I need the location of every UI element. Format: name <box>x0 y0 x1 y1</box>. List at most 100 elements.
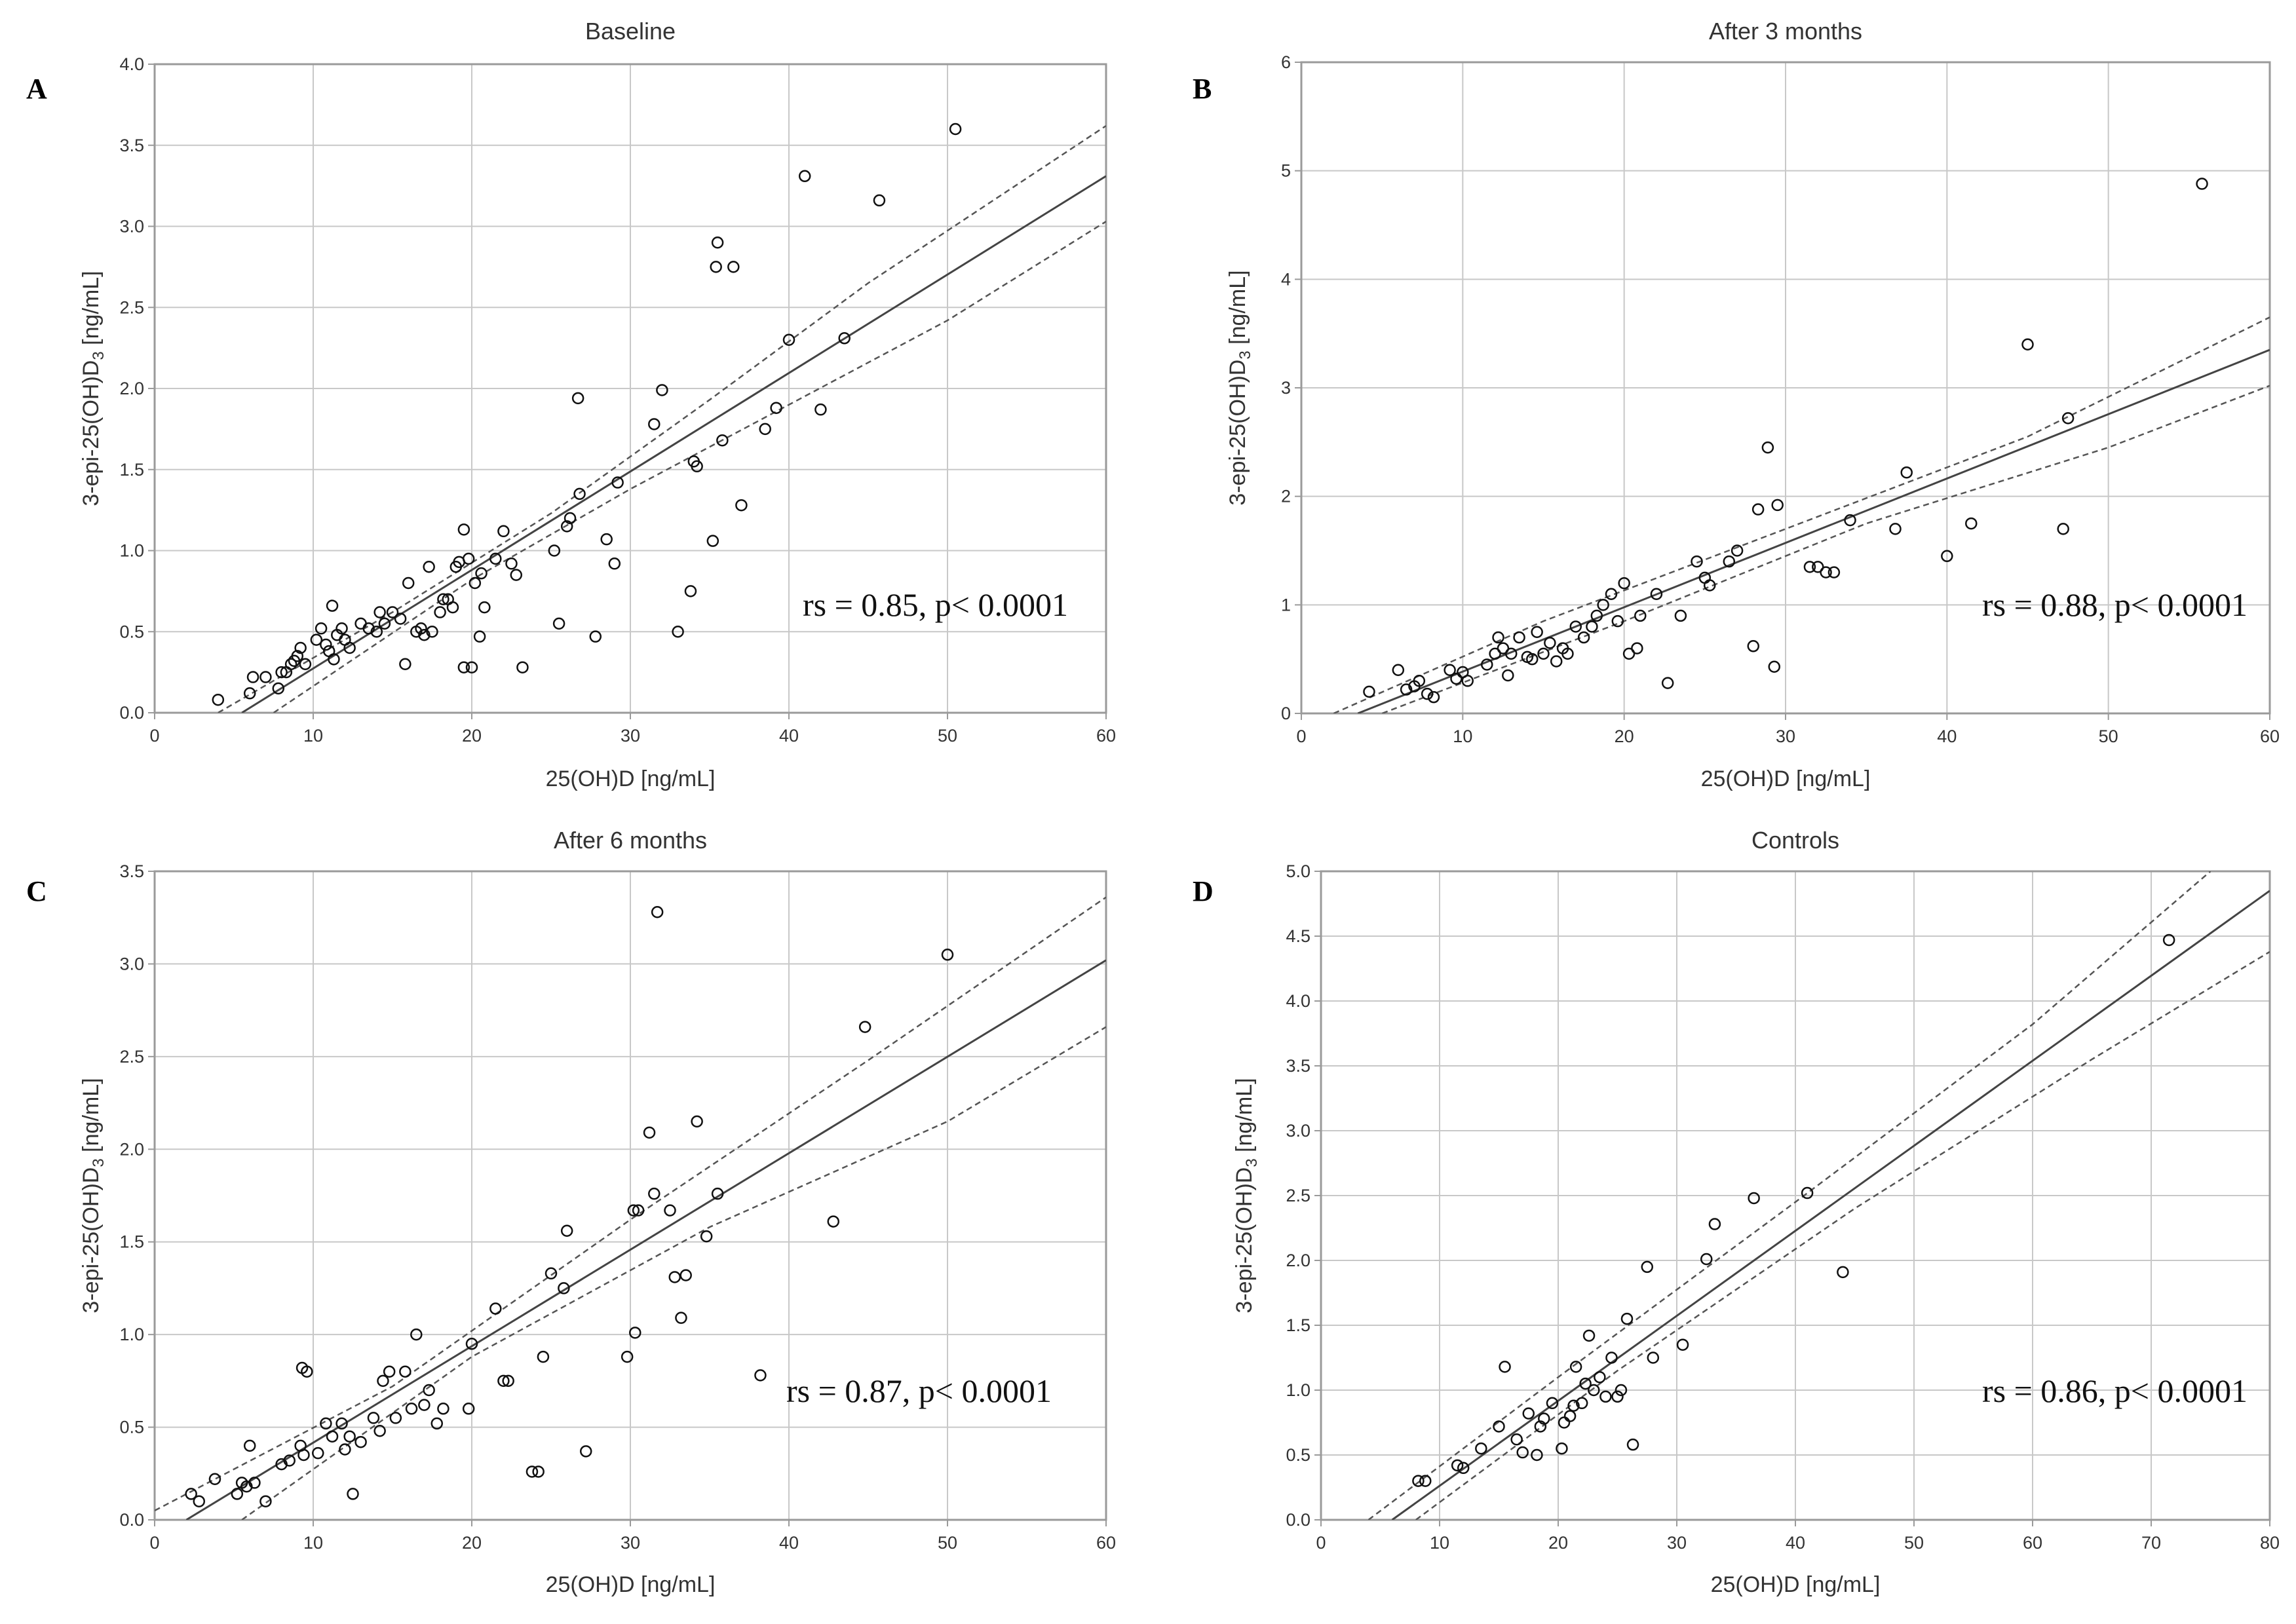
data-point <box>231 1488 244 1500</box>
ci-lower-line <box>241 1026 1106 1520</box>
data-point <box>1457 1462 1470 1475</box>
data-point <box>1622 647 1636 660</box>
data-point <box>284 658 297 670</box>
x-tick-label: 50 <box>1904 1533 1924 1553</box>
y-axis-label-subscript: 3 <box>90 1158 107 1167</box>
y-axis-label-subscript: 3 <box>1236 350 1254 359</box>
data-point <box>462 1403 475 1415</box>
x-tick-label: 60 <box>2260 727 2280 746</box>
data-point <box>706 535 719 547</box>
data-point <box>335 622 348 635</box>
data-point <box>497 525 510 538</box>
data-point <box>532 1465 545 1478</box>
x-tick-label: 10 <box>303 1533 323 1553</box>
data-point <box>611 476 624 489</box>
data-point <box>643 1126 656 1139</box>
data-point <box>1400 683 1413 696</box>
x-tick-label: 50 <box>938 726 957 746</box>
data-point <box>770 402 782 414</box>
data-point <box>410 1328 423 1341</box>
y-axis-label: 3-epi-25(OH)D3 [ng/mL] <box>1232 1078 1261 1313</box>
data-point <box>1837 1266 1849 1279</box>
data-point <box>465 661 478 673</box>
data-point <box>415 622 427 635</box>
data-point <box>248 1477 261 1489</box>
data-point <box>691 1115 703 1128</box>
data-point <box>1889 523 1902 535</box>
x-tick-label: 40 <box>779 726 799 746</box>
correlation-annotation: rs = 0.87, p< 0.0001 <box>786 1372 1052 1409</box>
y-axis-label-subscript: 3 <box>90 351 107 360</box>
x-tick-label: 80 <box>2260 1533 2280 1553</box>
data-point <box>259 671 272 683</box>
correlation-annotation: rs = 0.85, p< 0.0001 <box>803 586 1068 623</box>
data-point <box>716 434 729 447</box>
data-point <box>1594 1370 1606 1384</box>
y-axis-label: 3-epi-25(OH)D3 [ng/mL] <box>1225 270 1254 505</box>
y-tick-label: 2.5 <box>119 297 144 317</box>
data-point <box>383 1365 396 1378</box>
y-tick-label: 2.5 <box>1286 1186 1311 1205</box>
data-point <box>1751 503 1765 516</box>
data-point <box>1567 1399 1580 1412</box>
data-point <box>1827 566 1841 578</box>
data-point <box>1590 609 1603 622</box>
data-point <box>2057 523 2069 535</box>
data-point <box>402 576 415 590</box>
data-point <box>664 1204 676 1217</box>
data-point <box>564 512 577 525</box>
y-tick-label: 3.0 <box>119 954 144 973</box>
data-point <box>1537 647 1550 660</box>
data-point <box>1611 614 1624 628</box>
y-tick-label: 6 <box>1281 52 1291 72</box>
panel-letter: C <box>26 875 47 907</box>
data-point <box>621 1350 634 1363</box>
data-point <box>462 552 475 565</box>
ci-upper-line <box>155 896 1106 1512</box>
y-tick-label: 5.0 <box>1286 861 1311 881</box>
data-point <box>370 626 383 638</box>
data-point <box>1820 566 1832 578</box>
data-point <box>1588 1384 1600 1397</box>
data-point <box>2162 934 2175 947</box>
y-tick-label: 1.5 <box>119 1232 144 1252</box>
data-point <box>579 1445 592 1458</box>
y-tick-label: 3 <box>1281 378 1291 398</box>
data-point <box>430 1417 444 1430</box>
data-point <box>343 641 356 654</box>
data-point <box>272 682 285 695</box>
data-point <box>814 403 827 416</box>
x-tick-label: 20 <box>462 726 482 746</box>
data-point <box>1363 685 1375 698</box>
y-axis-label-main: 3-epi-25(OH)D <box>79 1167 104 1313</box>
y-axis-label: 3-epi-25(OH)D3 [ng/mL] <box>79 1078 107 1313</box>
x-tick-label: 0 <box>149 726 159 746</box>
data-point <box>827 1215 840 1228</box>
chart-panel-a: 0 10 20 30 40 50 60 0.0 0.5 1.0 1.5 2.0 2.5 3.0 3.5 4.0… <box>26 18 1116 791</box>
data-point <box>656 384 668 396</box>
chart-panel-b: 0 10 20 30 40 50 60 0 1 2 3 4 5 6 After 3 months 25(OH)… <box>1193 18 2280 791</box>
y-axis-label-units: [ng/mL] <box>1225 270 1250 350</box>
y-tick-label: 0.0 <box>119 703 144 723</box>
data-point <box>711 236 724 249</box>
data-point <box>1531 1448 1543 1462</box>
data-point <box>589 630 602 643</box>
data-point <box>378 617 391 630</box>
y-tick-label: 3.5 <box>119 136 144 155</box>
data-point <box>672 626 684 638</box>
data-point <box>1723 555 1736 568</box>
data-point <box>1748 1192 1760 1205</box>
data-point <box>1475 1442 1487 1455</box>
y-tick-label: 2.0 <box>1286 1251 1311 1270</box>
data-point <box>389 1412 402 1424</box>
data-point <box>558 1282 570 1294</box>
data-point <box>1502 669 1514 682</box>
data-point <box>446 601 459 614</box>
y-tick-label: 3.0 <box>119 217 144 236</box>
ci-lower-line <box>1381 385 2270 713</box>
regression-line <box>241 175 1106 713</box>
data-point <box>710 261 722 273</box>
data-point <box>1392 664 1405 676</box>
data-point <box>2061 412 2075 425</box>
data-point <box>394 613 407 625</box>
